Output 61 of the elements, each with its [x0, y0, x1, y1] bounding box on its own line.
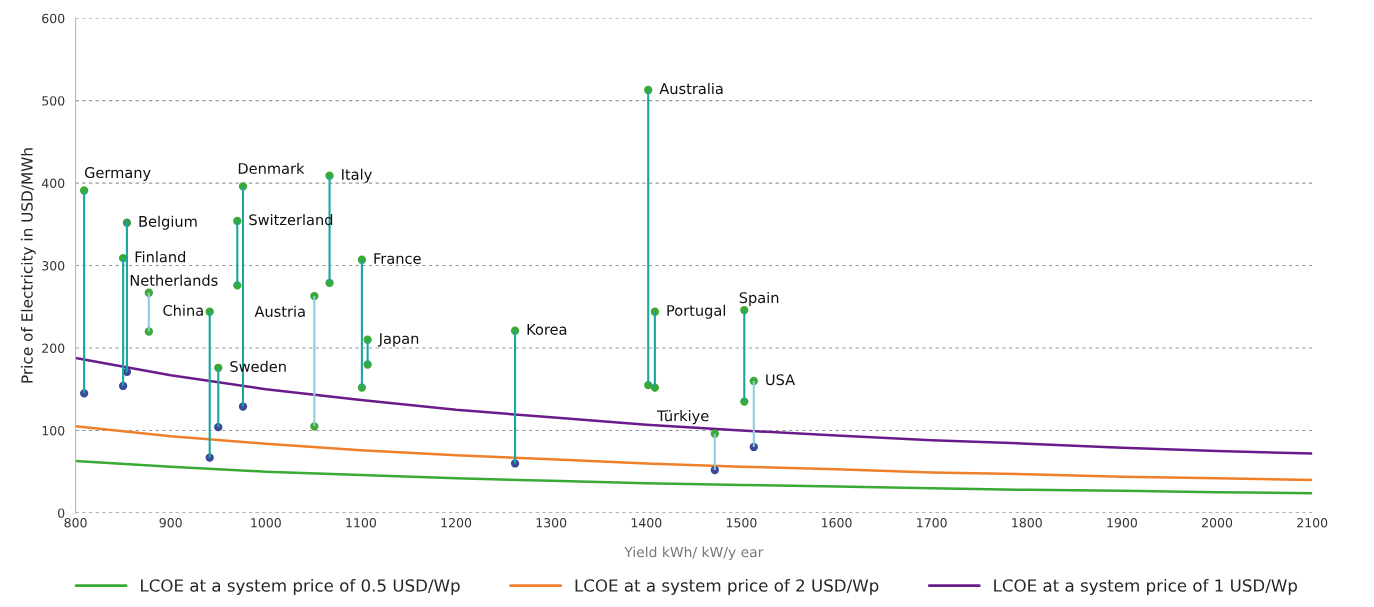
- bar: [366, 339, 369, 365]
- bar: [752, 380, 755, 447]
- annotation: China: [163, 304, 203, 316]
- annotation: Belgium: [139, 215, 197, 230]
- line-series: [75, 425, 1313, 482]
- y-tick-label: 200: [42, 343, 65, 353]
- bar: [653, 311, 656, 388]
- annotation: France: [374, 253, 421, 265]
- annotation: Denmark: [238, 162, 305, 174]
- annotation: Spain: [739, 291, 779, 307]
- x-tick-label: 2000: [1202, 518, 1233, 528]
- bar: [147, 292, 150, 332]
- legend-label: LCOE at a system price of 1 USD/Wp: [994, 578, 1297, 596]
- legend-label: LCOE at a system price of 0.5 USD/Wp: [141, 578, 460, 596]
- x-tick-label: 1700: [917, 518, 947, 528]
- x-tick-label: 1400: [631, 518, 662, 528]
- annotation: Germany: [84, 167, 151, 181]
- annotation: Finland: [135, 251, 186, 263]
- annotation: Portugal: [667, 304, 725, 319]
- annotation: Italy: [342, 168, 372, 183]
- bar: [217, 367, 220, 428]
- x-tick-label: 2100: [1297, 518, 1328, 528]
- y-tick-label: 0: [58, 508, 65, 518]
- annotation: Türkiye: [656, 410, 709, 425]
- y-tick-label: 600: [42, 13, 65, 24]
- x-tick-label: 1100: [346, 518, 377, 528]
- annotation: Japan: [377, 333, 419, 347]
- x-tick-label: 1900: [1107, 518, 1137, 528]
- x-tick-label: 1300: [536, 518, 567, 528]
- bar: [208, 311, 211, 458]
- annotation: USA: [766, 374, 795, 386]
- bar: [360, 259, 363, 388]
- legend-label: LCOE at a system price of 2 USD/Wp: [575, 578, 879, 596]
- bar: [122, 258, 125, 386]
- bar: [647, 89, 650, 386]
- y-axis-title: Price of Electricity in USD/MWh: [20, 148, 36, 383]
- bar: [713, 433, 716, 471]
- bar: [743, 310, 746, 402]
- x-tick-label: 1000: [251, 518, 281, 528]
- annotation: Netherlands: [130, 274, 218, 286]
- annotation: Austria: [254, 305, 305, 317]
- x-tick-label: 1600: [822, 518, 852, 528]
- annotation: Korea: [527, 324, 567, 335]
- x-tick-label: 1200: [441, 518, 472, 528]
- y-tick-label: 300: [42, 261, 65, 271]
- bar: [125, 222, 128, 372]
- line-series: [75, 459, 1313, 495]
- y-tick-label: 400: [41, 178, 65, 189]
- annotation: Australia: [659, 82, 723, 95]
- x-tick-label: 1500: [726, 518, 757, 528]
- x-tick-label: 900: [159, 518, 182, 528]
- bar: [236, 221, 239, 286]
- y-tick-label: 100: [42, 425, 65, 436]
- bar: [83, 190, 86, 394]
- line-series: [75, 356, 1313, 455]
- x-axis-title: Yield kWh/ kW/y ear: [624, 546, 764, 560]
- x-tick-label: 800: [64, 518, 87, 528]
- bar: [313, 296, 316, 427]
- y-tick-label: 500: [42, 96, 65, 106]
- bar: [513, 330, 517, 464]
- x-tick-label: 1800: [1012, 518, 1042, 528]
